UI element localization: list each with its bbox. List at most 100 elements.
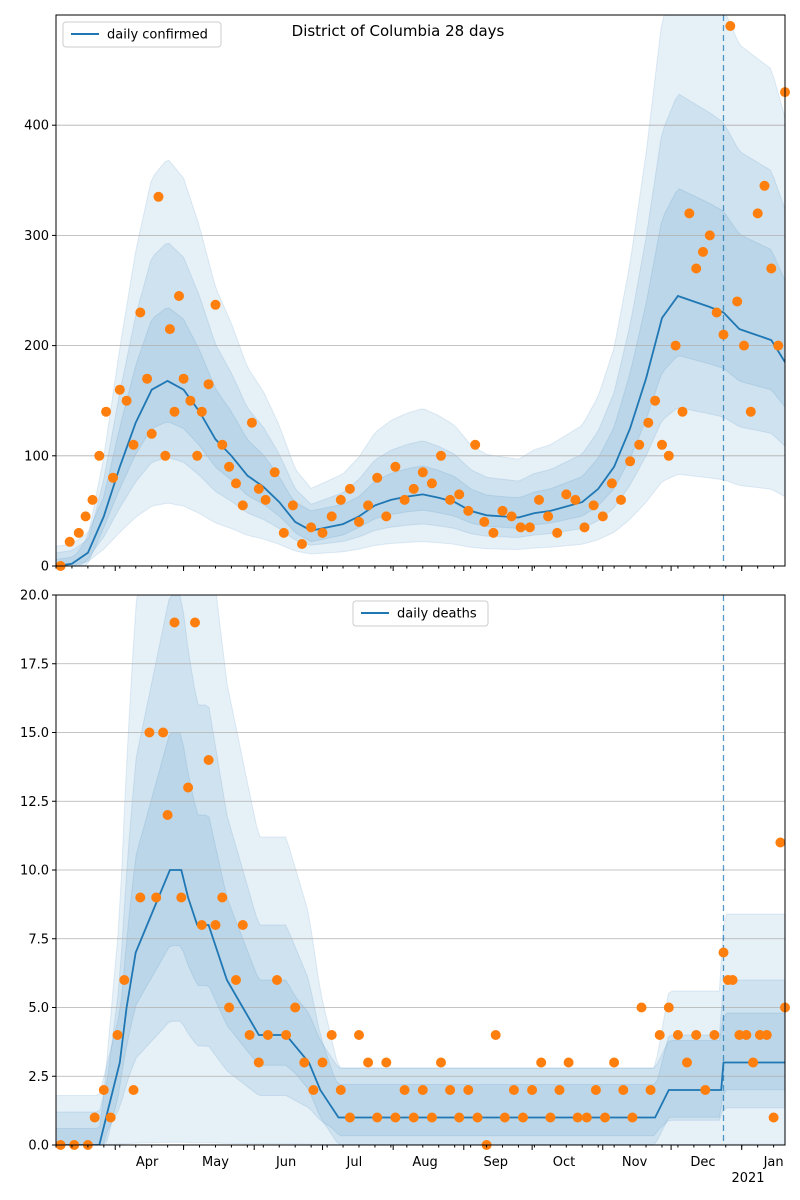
deaths-point-42 — [399, 1085, 410, 1095]
confirmed-point-23 — [203, 379, 214, 390]
deaths-point-62 — [581, 1112, 592, 1123]
confirmed-point-5 — [94, 450, 105, 461]
confirmed-point-1 — [64, 536, 75, 547]
confirmed-band-0 — [56, 15, 785, 566]
confirmed-point-31 — [260, 494, 271, 505]
deaths-point-6 — [112, 1030, 123, 1040]
confirmed-point-56 — [488, 527, 499, 538]
deaths-point-31 — [299, 1057, 310, 1068]
confirmed-point-72 — [634, 439, 645, 450]
deaths-point-84 — [761, 1030, 772, 1040]
deaths-point-85 — [768, 1112, 779, 1123]
deaths-ytick-label-0: 0.0 — [28, 1139, 49, 1154]
deaths-point-75 — [700, 1085, 711, 1095]
confirmed-point-76 — [663, 450, 674, 461]
deaths-point-74 — [691, 1030, 702, 1040]
confirmed-observed-points — [55, 21, 790, 571]
confirmed-point-90 — [759, 180, 770, 191]
month-label-5: Sep — [483, 1155, 508, 1170]
deaths-point-66 — [618, 1085, 629, 1095]
deaths-point-57 — [536, 1057, 547, 1068]
confirmed-point-82 — [704, 230, 715, 241]
deaths-point-26 — [253, 1057, 264, 1068]
confirmed-point-73 — [643, 417, 654, 428]
confirmed-point-6 — [101, 406, 112, 417]
deaths-point-21 — [217, 892, 228, 903]
confirmed-point-69 — [606, 478, 617, 489]
deaths-point-38 — [363, 1057, 374, 1068]
deaths-point-39 — [372, 1112, 383, 1123]
confirmed-point-74 — [650, 395, 661, 406]
confirmed-trend-path — [56, 294, 785, 566]
confirmed-trend-line — [56, 294, 785, 566]
deaths-ytick-label-1: 2.5 — [28, 1070, 49, 1085]
month-label-1: May — [202, 1155, 229, 1170]
deaths-point-69 — [645, 1085, 656, 1095]
confirmed-y-ticks: 0 100 200 300 400 — [24, 119, 56, 575]
deaths-ytick-label-7: 17.5 — [20, 657, 49, 672]
confirmed-legend-label: daily confirmed — [107, 28, 208, 43]
month-labels: Apr May Jun Jul Aug Sep Oct Nov Dec Jan — [136, 1155, 784, 1170]
deaths-point-83 — [754, 1030, 765, 1040]
deaths-point-81 — [741, 1030, 752, 1040]
confirmed-chart: 0 100 200 300 400 District of Columbia 28 da… — [24, 14, 790, 575]
confirmed-point-63 — [552, 527, 563, 538]
confirmed-point-17 — [169, 406, 180, 417]
deaths-ytick-label-3: 7.5 — [28, 932, 49, 947]
deaths-point-17 — [190, 617, 200, 628]
deaths-ytick-label-4: 10.0 — [20, 864, 49, 879]
deaths-point-56 — [527, 1085, 538, 1095]
deaths-point-13 — [162, 810, 173, 820]
confirmed-point-88 — [745, 406, 756, 417]
deaths-point-52 — [490, 1030, 501, 1040]
confirmed-point-51 — [445, 494, 456, 505]
deaths-point-37 — [354, 1030, 364, 1040]
deaths-point-73 — [682, 1057, 692, 1068]
deaths-point-35 — [335, 1085, 346, 1095]
confirmed-point-43 — [372, 472, 383, 483]
confirmed-point-86 — [732, 296, 743, 307]
deaths-point-59 — [554, 1085, 565, 1095]
confirmed-point-79 — [684, 208, 695, 219]
deaths-point-14 — [169, 617, 180, 628]
deaths-legend: daily deaths — [352, 600, 489, 627]
confirmed-point-78 — [677, 406, 688, 417]
deaths-point-67 — [627, 1112, 638, 1123]
confirmed-point-20 — [185, 395, 196, 406]
deaths-point-79 — [727, 975, 738, 985]
month-label-8: Dec — [690, 1155, 715, 1170]
confirmed-point-39 — [335, 494, 346, 505]
confirmed-point-48 — [417, 467, 428, 478]
confirmed-legend-box — [62, 21, 222, 48]
confirmed-point-8 — [114, 384, 125, 395]
confirmed-point-22 — [196, 406, 207, 417]
confirmed-axes-frame — [55, 14, 786, 567]
deaths-point-8 — [128, 1085, 139, 1095]
confirmed-point-35 — [297, 539, 307, 549]
deaths-point-65 — [609, 1057, 620, 1068]
confirmed-ytick-label-0: 0 — [41, 560, 49, 575]
confirmed-point-3 — [80, 511, 91, 522]
confirmed-point-57 — [497, 505, 508, 516]
month-label-3: Jul — [346, 1155, 363, 1170]
confirmed-point-16 — [164, 324, 175, 335]
confirmed-point-70 — [616, 494, 626, 505]
confirmed-ytick-label-3: 300 — [24, 229, 49, 244]
confirmed-point-26 — [224, 461, 235, 472]
confirmed-point-45 — [390, 461, 401, 472]
confirmed-x-ticks — [55, 566, 775, 571]
confirmed-point-65 — [570, 494, 581, 505]
deaths-point-9 — [135, 892, 146, 903]
confirmed-point-61 — [534, 494, 544, 505]
confirmed-ytick-label-1: 100 — [24, 449, 49, 464]
deaths-point-27 — [262, 1030, 273, 1040]
deaths-point-30 — [290, 1002, 301, 1013]
deaths-ytick-label-6: 15.0 — [20, 726, 49, 741]
deaths-point-70 — [654, 1030, 665, 1040]
confirmed-point-36 — [306, 522, 317, 533]
confirmed-point-75 — [657, 439, 667, 450]
confirmed-point-25 — [217, 439, 228, 450]
confirmed-point-91 — [766, 263, 777, 274]
deaths-point-76 — [709, 1030, 720, 1040]
